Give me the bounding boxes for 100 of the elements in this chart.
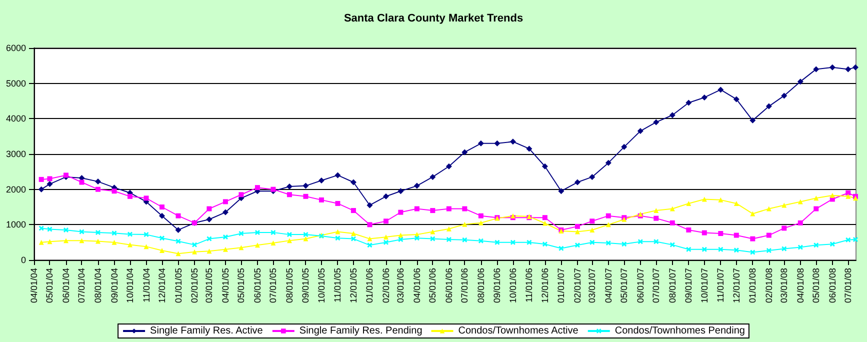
point (852, 237, 858, 242)
point (814, 206, 819, 212)
point (478, 213, 484, 218)
x-tick-label: 11/01/06 (524, 268, 534, 302)
point (526, 146, 532, 152)
point (127, 242, 132, 248)
point (750, 250, 756, 255)
point (669, 112, 676, 118)
point (222, 209, 228, 216)
point (653, 119, 660, 126)
point (478, 220, 484, 226)
point (206, 236, 212, 242)
point (159, 236, 164, 241)
point (750, 117, 756, 124)
point (176, 238, 181, 244)
point (542, 220, 548, 226)
point (574, 224, 580, 229)
point (383, 234, 388, 240)
point (302, 182, 309, 189)
x-tick-label: 05/01/05 (236, 268, 246, 304)
point (718, 246, 724, 252)
x-tick-label: 07/01/04 (76, 268, 87, 304)
point (462, 206, 468, 212)
point (702, 230, 707, 236)
point (829, 64, 836, 70)
x-tick-label: 12/01/07 (731, 268, 742, 304)
x-tick-label: 05/01/06 (428, 268, 438, 304)
point (813, 66, 820, 72)
point (622, 242, 627, 247)
point (222, 246, 228, 252)
point (574, 179, 580, 186)
point (830, 192, 835, 198)
point (558, 188, 564, 194)
point (144, 196, 149, 201)
y-tick-label: 3000 (6, 149, 26, 159)
point (192, 249, 198, 254)
point (814, 196, 819, 201)
point (605, 160, 612, 166)
point (462, 149, 468, 156)
point (95, 230, 100, 235)
point (852, 64, 858, 70)
x-tick-label: 05/01/08 (811, 268, 822, 304)
point (79, 238, 84, 244)
point (782, 246, 787, 252)
point (159, 204, 164, 210)
point (590, 227, 595, 232)
x-tick-label: 01/01/07 (556, 268, 566, 304)
point (398, 188, 404, 194)
point (367, 236, 372, 242)
point (734, 248, 739, 253)
point (350, 236, 356, 242)
point (446, 237, 452, 242)
point (175, 226, 182, 233)
x-tick-label: 11/01/05 (332, 268, 343, 302)
point (686, 246, 692, 252)
point (510, 240, 516, 245)
x-tick-label: 04/01/04 (29, 268, 39, 304)
x-tick-label: 01/01/08 (748, 268, 758, 304)
point (846, 237, 851, 242)
point (797, 78, 804, 85)
point (590, 218, 595, 224)
point (112, 230, 117, 236)
point (621, 144, 628, 150)
point (414, 236, 420, 241)
point (112, 188, 117, 194)
point (798, 199, 803, 204)
point (286, 238, 292, 244)
x-tick-label: 05/01/04 (44, 268, 55, 304)
point (94, 178, 101, 185)
x-tick-label: 08/01/06 (476, 268, 486, 304)
point (798, 244, 803, 250)
point (238, 192, 244, 198)
point (38, 226, 44, 231)
point (222, 234, 228, 240)
y-tick-label: 5000 (6, 78, 26, 88)
x-tick-label: 08/01/04 (92, 268, 103, 304)
point (686, 100, 692, 106)
point (686, 200, 692, 206)
point (542, 163, 548, 170)
point (478, 238, 484, 244)
x-tick-label: 07/01/06 (460, 268, 470, 304)
point (430, 229, 436, 234)
x-tick-label: 04/01/07 (603, 268, 614, 304)
point (176, 213, 181, 218)
point (38, 186, 44, 192)
point (286, 192, 292, 198)
point (702, 246, 707, 252)
x-tick-label: 11/01/07 (716, 268, 726, 302)
point (286, 184, 292, 190)
point (766, 103, 772, 110)
chart-title: Santa Clara County Market Trends (344, 12, 524, 24)
x-tick-label: 02/01/06 (380, 268, 391, 304)
point (206, 216, 212, 222)
point (654, 216, 659, 221)
point (176, 251, 181, 256)
point (670, 242, 675, 248)
x-tick-label: 02/01/08 (764, 268, 774, 304)
legend-label: Single Family Res. Active (150, 326, 264, 336)
point (335, 236, 340, 241)
point (637, 128, 644, 134)
